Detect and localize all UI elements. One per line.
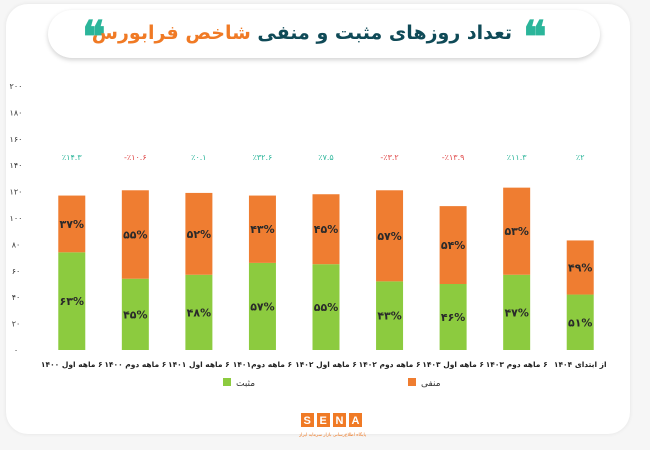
- bar-negative: [58, 195, 86, 253]
- bar-negative: [185, 192, 213, 275]
- net-change-label: ٪۱۴.۳: [62, 153, 82, 162]
- title-pill: [48, 10, 600, 58]
- y-tick-label: ۱۶۰: [10, 135, 23, 144]
- bar-positive-label: ۴۷%: [504, 306, 528, 319]
- y-tick-label: ۲۰: [12, 320, 21, 329]
- bar-negative: [121, 190, 149, 279]
- x-tick-label: از ابتدای ۱۴۰۴: [554, 360, 607, 369]
- x-tick-label: ۶ ماهه اول ۱۴۰۲: [295, 360, 357, 369]
- legend-item-negative-swatch: [408, 378, 416, 386]
- y-tick-label: ۲۰۰: [10, 82, 23, 91]
- bar-negative-label: ۵۵%: [123, 229, 147, 242]
- net-change-label: ٪۳۲.۶: [253, 153, 273, 162]
- net-change-label: -٪۱۳.۹: [442, 153, 465, 162]
- bar-positive: [248, 262, 276, 350]
- bar-positive-label: ۵۵%: [314, 301, 338, 314]
- title-accent: شاخص فرابورس: [91, 22, 251, 44]
- chart-title: تعداد روزهای مثبت و منفی شاخص فرابورس: [92, 22, 512, 44]
- net-change-label: ٪۱۱.۳: [507, 153, 527, 162]
- bar-positive-label: ۴۸%: [187, 306, 211, 319]
- bar-negative: [248, 195, 276, 263]
- bar-negative: [376, 190, 404, 282]
- bar-negative: [439, 206, 467, 284]
- bar-positive-label: ۴۵%: [123, 308, 147, 321]
- bar-positive: [439, 284, 467, 350]
- y-tick-label: ۱۴۰: [10, 161, 23, 170]
- bar-negative-label: ۵۳%: [504, 225, 528, 238]
- bar-negative-label: ۵۴%: [441, 239, 465, 252]
- bar-positive-label: ۵۱%: [568, 316, 592, 329]
- net-change-label: -٪۳.۲: [380, 153, 398, 162]
- bar-negative-label: ۴۹%: [568, 262, 592, 275]
- legend-item-positive-label: مثبت: [236, 379, 255, 389]
- bar-negative-label: ۵۲%: [187, 228, 211, 241]
- x-tick-label: ۶ ماهه دوم۱۴۰۱: [233, 360, 292, 369]
- bar-negative-label: ۵۷%: [377, 230, 401, 243]
- logo-tagline: پایگاه اطلاع‌رسانی بازار سرمایه ایران: [299, 432, 367, 438]
- quote-icon-left: ❝: [82, 12, 106, 63]
- y-tick-label: ۱۸۰: [10, 108, 23, 117]
- bar-negative: [503, 187, 531, 275]
- net-change-label: ٪۰.۱: [191, 153, 206, 162]
- x-tick-label: ۶ ماهه دوم ۱۴۰۲: [359, 360, 421, 369]
- bar-positive: [312, 264, 340, 350]
- y-tick-label: ۱۲۰: [10, 188, 23, 197]
- bar-positive: [566, 294, 594, 350]
- net-change-label: -٪۱۰.۶: [124, 153, 147, 162]
- bar-negative: [566, 240, 594, 295]
- bar-positive-label: ۴۶%: [441, 311, 465, 324]
- net-change-label: ٪۲: [576, 153, 585, 162]
- legend-item-negative-label: منفی: [421, 379, 441, 389]
- x-tick-label: ۶ ماهه اول ۱۴۰۱: [168, 360, 230, 369]
- bar-negative-label: ۴۵%: [314, 223, 338, 236]
- x-tick-label: ۶ ماهه دوم ۱۴۰۳: [486, 360, 548, 369]
- y-tick-label: ۱۰۰: [10, 214, 23, 223]
- x-tick-label: ۶ ماهه اول ۱۴۰۳: [422, 360, 484, 369]
- bar-positive: [503, 274, 531, 350]
- y-tick-label: ۶۰: [12, 267, 21, 276]
- title-main: تعداد روزهای مثبت و منفی: [257, 22, 512, 44]
- bar-positive-label: ۵۷%: [250, 300, 274, 313]
- x-tick-label: ۶ ماهه اول ۱۴۰۰: [41, 360, 103, 369]
- bar-positive-label: ۴۳%: [377, 310, 401, 323]
- quote-icon-right: ❝: [523, 12, 547, 63]
- bar-positive: [58, 252, 86, 350]
- bar-positive: [121, 278, 149, 350]
- bar-positive-label: ۶۳%: [60, 295, 84, 308]
- legend-item-positive-swatch: [223, 378, 231, 386]
- bar-negative: [312, 194, 340, 265]
- bar-positive: [376, 281, 404, 350]
- y-tick-label: ۴۰: [12, 293, 21, 302]
- bar-positive: [185, 274, 213, 350]
- bar-negative-label: ۴۳%: [250, 223, 274, 236]
- bar-negative-label: ۳۷%: [60, 218, 84, 231]
- y-tick-label: ۰: [14, 346, 18, 355]
- x-tick-label: ۶ ماهه دوم ۱۴۰۰: [104, 360, 166, 369]
- y-tick-label: ۸۰: [12, 240, 21, 249]
- net-change-label: ٪۷.۵: [318, 153, 333, 162]
